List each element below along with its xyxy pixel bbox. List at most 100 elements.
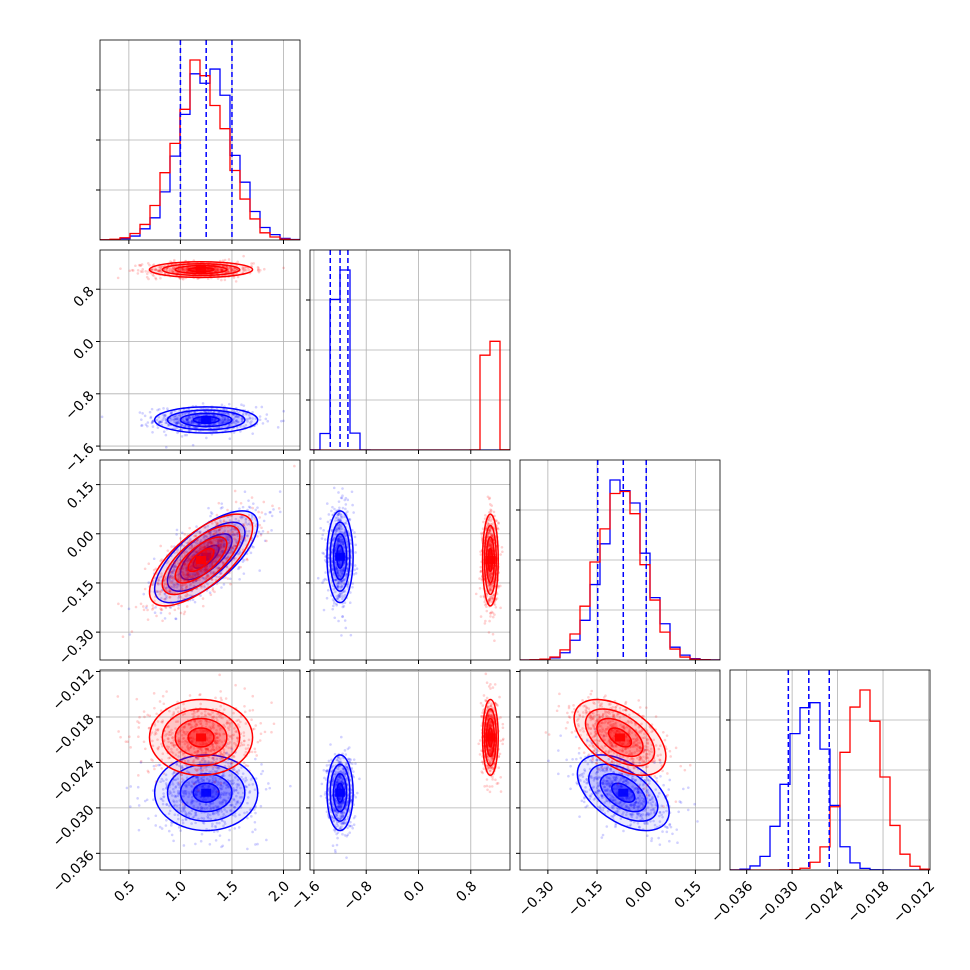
histogram-panel-1 xyxy=(306,249,511,454)
scatter-point xyxy=(161,418,165,421)
scatter-point xyxy=(354,543,358,547)
scatter-point xyxy=(220,546,224,549)
scatter-point xyxy=(170,411,173,415)
scatter-point xyxy=(216,540,220,544)
scatter-point xyxy=(160,608,164,611)
scatter-point xyxy=(232,533,236,536)
scatter-point xyxy=(180,585,184,588)
scatter-point xyxy=(171,575,174,578)
scatter-point xyxy=(177,826,181,829)
scatter-point xyxy=(206,545,210,549)
scatter-point xyxy=(258,415,262,418)
density-peak-0 xyxy=(201,415,212,424)
scatter-point xyxy=(228,533,232,537)
scatter-point xyxy=(179,422,182,425)
scatter-point xyxy=(228,519,232,522)
scatter-point xyxy=(176,421,179,424)
scatter-point xyxy=(257,268,260,272)
density-peak-1 xyxy=(485,556,496,564)
scatter-point xyxy=(119,735,122,739)
scatter-point xyxy=(338,506,341,510)
scatter-point xyxy=(151,430,154,434)
scatter-point xyxy=(270,514,274,518)
scatter-point xyxy=(187,408,191,411)
scatter-point xyxy=(211,560,215,564)
scatter-point xyxy=(221,543,225,547)
scatter-point xyxy=(189,421,193,424)
scatter-point xyxy=(319,517,322,520)
scatter-point xyxy=(152,580,155,583)
scatter-point xyxy=(185,570,189,573)
scatter-point xyxy=(218,527,222,531)
scatter-point xyxy=(147,817,150,820)
scatter-point xyxy=(163,414,166,418)
scatter-point xyxy=(190,565,193,568)
scatter-point xyxy=(209,410,213,413)
scatter-point xyxy=(148,410,152,414)
scatter-point xyxy=(352,511,355,514)
scatter-point xyxy=(208,540,212,543)
scatter-point xyxy=(140,263,144,266)
scatter-point xyxy=(247,268,251,271)
scatter-point xyxy=(157,269,161,273)
scatter-point xyxy=(485,605,488,609)
scatter-point xyxy=(232,413,235,416)
scatter-point xyxy=(259,533,263,537)
scatter-point xyxy=(179,537,182,540)
scatter-point xyxy=(242,761,246,765)
scatter-point xyxy=(188,425,191,428)
scatter-point xyxy=(189,557,192,561)
histogram-series-0 xyxy=(100,68,300,240)
scatter-point xyxy=(260,763,263,766)
scatter-point xyxy=(220,268,223,272)
scatter-point xyxy=(181,567,185,571)
scatter-point xyxy=(151,420,155,423)
scatter-point xyxy=(154,268,157,272)
scatter-point xyxy=(216,267,219,271)
scatter-point xyxy=(190,544,194,548)
scatter-point xyxy=(175,415,178,418)
scatter-point xyxy=(210,417,214,421)
scatter-point xyxy=(164,433,168,437)
scatter-point xyxy=(231,527,234,531)
scatter-point xyxy=(214,559,218,563)
scatter-point xyxy=(178,277,182,281)
scatter-point xyxy=(251,410,254,414)
scatter-point xyxy=(198,563,202,567)
scatter-point xyxy=(154,268,157,271)
scatter-point xyxy=(162,416,166,419)
scatter-point xyxy=(242,572,246,575)
scatter-point xyxy=(219,539,222,543)
scatter-point xyxy=(208,426,211,430)
scatter-point xyxy=(186,417,190,421)
scatter-point xyxy=(219,519,222,523)
scatter-point xyxy=(156,426,160,429)
scatter-point xyxy=(346,510,349,514)
scatter-point xyxy=(188,425,191,429)
scatter-point xyxy=(233,537,236,541)
scatter-point xyxy=(157,583,160,586)
scatter-point xyxy=(168,612,172,615)
scatter-point xyxy=(137,804,141,807)
scatter-point xyxy=(250,515,254,519)
scatter-point xyxy=(139,264,143,268)
scatter-point xyxy=(233,489,237,493)
scatter-point xyxy=(293,464,296,468)
scatter-point xyxy=(201,402,205,405)
scatter-point xyxy=(202,577,206,580)
scatter-point xyxy=(187,411,191,415)
scatter-point xyxy=(211,587,215,590)
scatter-point xyxy=(232,267,236,270)
scatter-point xyxy=(277,507,281,510)
scatter-point xyxy=(181,423,184,427)
scatter-point xyxy=(264,787,268,791)
scatter-point xyxy=(343,619,347,622)
scatter-point xyxy=(354,551,357,554)
scatter-point xyxy=(220,268,224,272)
scatter-point xyxy=(184,417,188,421)
scatter-point xyxy=(182,544,186,548)
scatter-point xyxy=(250,496,254,499)
scatter-point xyxy=(321,581,324,585)
scatter-point xyxy=(162,407,165,410)
scatter-point xyxy=(232,420,235,424)
